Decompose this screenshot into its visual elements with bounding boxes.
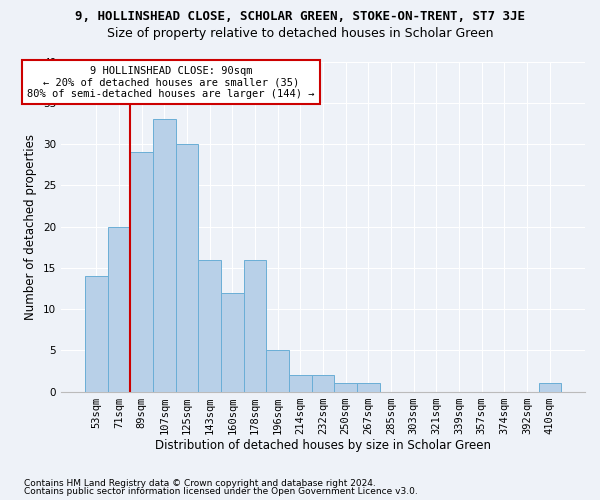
Bar <box>221 292 244 392</box>
Text: Size of property relative to detached houses in Scholar Green: Size of property relative to detached ho… <box>107 28 493 40</box>
Bar <box>153 120 176 392</box>
Bar <box>107 226 130 392</box>
Bar <box>130 152 153 392</box>
Bar <box>176 144 199 392</box>
Text: 9 HOLLINSHEAD CLOSE: 90sqm
← 20% of detached houses are smaller (35)
80% of semi: 9 HOLLINSHEAD CLOSE: 90sqm ← 20% of deta… <box>28 66 315 99</box>
Bar <box>244 260 266 392</box>
Bar <box>539 384 561 392</box>
Bar <box>289 375 312 392</box>
X-axis label: Distribution of detached houses by size in Scholar Green: Distribution of detached houses by size … <box>155 440 491 452</box>
Text: 9, HOLLINSHEAD CLOSE, SCHOLAR GREEN, STOKE-ON-TRENT, ST7 3JE: 9, HOLLINSHEAD CLOSE, SCHOLAR GREEN, STO… <box>75 10 525 23</box>
Text: Contains public sector information licensed under the Open Government Licence v3: Contains public sector information licen… <box>24 488 418 496</box>
Bar <box>312 375 334 392</box>
Bar <box>334 384 357 392</box>
Bar <box>266 350 289 392</box>
Y-axis label: Number of detached properties: Number of detached properties <box>25 134 37 320</box>
Bar <box>85 276 107 392</box>
Bar <box>357 384 380 392</box>
Bar <box>199 260 221 392</box>
Text: Contains HM Land Registry data © Crown copyright and database right 2024.: Contains HM Land Registry data © Crown c… <box>24 478 376 488</box>
